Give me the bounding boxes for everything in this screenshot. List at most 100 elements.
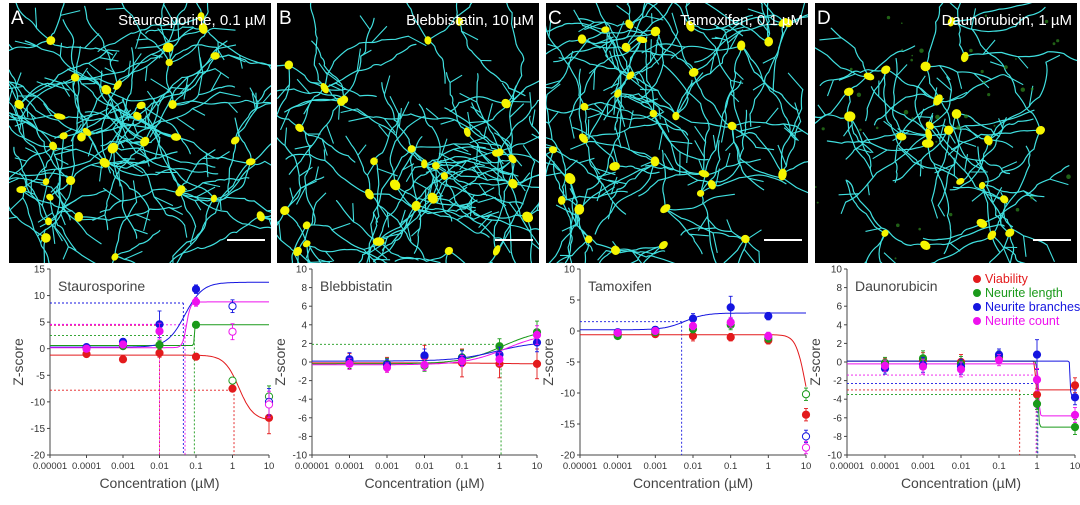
y-tick-label: 2	[301, 339, 307, 350]
x-tick-label: 0.0001	[603, 461, 632, 472]
debris-particle	[981, 70, 984, 73]
x-tick-label: 0.0001	[72, 461, 101, 472]
neurite-branch	[717, 265, 734, 269]
data-point-count	[229, 328, 236, 335]
debris-particle	[1015, 58, 1017, 60]
debris-particle	[969, 49, 973, 53]
panel-letter: A	[11, 8, 24, 29]
legend-label: Neurite count	[985, 314, 1060, 328]
y-tick-label: -20	[31, 451, 46, 462]
debris-particle	[1031, 88, 1034, 91]
debris-particle	[994, 125, 996, 127]
chart-title: Tamoxifen	[588, 278, 652, 294]
neurite-branch	[145, 116, 146, 129]
data-point-count	[192, 298, 199, 305]
panel-title: Daunorubicin, 1 µM	[942, 12, 1072, 29]
debris-particle	[987, 93, 990, 96]
data-point-count	[727, 319, 734, 326]
neurite-branch	[652, 13, 653, 23]
data-point-branches	[727, 304, 734, 311]
x-tick-label: 10	[532, 461, 543, 472]
data-point-viability	[192, 353, 199, 360]
data-point-count	[1071, 411, 1078, 418]
data-point-length	[1071, 424, 1078, 431]
x-tick-label: 0.001	[375, 461, 399, 472]
debris-particle	[1021, 88, 1025, 92]
debris-particle	[1053, 42, 1056, 45]
data-point-viability	[229, 385, 236, 392]
chart-title: Staurosporine	[58, 278, 145, 294]
data-point-length	[1033, 400, 1040, 407]
debris-particle	[1004, 65, 1008, 69]
data-point-branches	[689, 315, 696, 322]
data-point-viability	[727, 334, 734, 341]
debris-particle	[919, 49, 923, 53]
data-point-viability	[689, 332, 696, 339]
data-point-branches	[229, 303, 236, 310]
neurite-branch	[266, 285, 281, 289]
y-tick-label: 6	[836, 302, 842, 313]
neurite-branch	[931, 263, 934, 278]
neurite-branch	[409, 337, 420, 343]
debris-particle	[859, 129, 862, 132]
neurite-branch	[487, 294, 491, 311]
data-point-count	[533, 331, 540, 338]
data-point-length	[229, 377, 236, 384]
y-tick-label: 10	[831, 265, 843, 276]
y-tick-label: -5	[36, 371, 45, 382]
debris-particle	[1056, 39, 1059, 42]
debris-particle	[983, 81, 985, 83]
data-point-count	[119, 341, 126, 348]
neurite-branch	[424, 320, 431, 331]
data-point-count	[614, 329, 621, 336]
data-point-count	[383, 364, 390, 371]
y-tick-label: 10	[564, 265, 576, 276]
neurite	[420, 251, 449, 337]
data-point-branches	[1071, 394, 1078, 401]
x-tick-label: 0.1	[724, 461, 737, 472]
data-point-branches	[192, 286, 199, 293]
debris-particle	[901, 49, 903, 51]
x-tick-label: 1	[230, 461, 235, 472]
y-tick-label: 15	[34, 265, 46, 276]
data-point-count	[265, 401, 272, 408]
data-point-count	[995, 357, 1002, 364]
y-tick-label: -10	[561, 389, 576, 400]
debris-particle	[822, 127, 825, 130]
data-point-count	[346, 360, 353, 367]
neurite-branch	[0, 99, 5, 112]
x-tick-label: 10	[801, 461, 812, 472]
debris-particle	[918, 228, 921, 231]
x-tick-label: 0.001	[911, 461, 935, 472]
data-point-count	[156, 328, 163, 335]
neurite-branch	[62, 312, 68, 330]
x-tick-label: 0.01	[952, 461, 971, 472]
data-point-length	[192, 321, 199, 328]
x-tick-label: 0.0001	[335, 461, 364, 472]
y-tick-label: 8	[301, 283, 307, 294]
neurite-branch	[546, 264, 557, 275]
legend-marker	[973, 317, 981, 325]
y-tick-label: -8	[833, 432, 842, 443]
data-point-viability	[1033, 391, 1040, 398]
debris-particle	[817, 202, 819, 204]
y-tick-label: 4	[836, 320, 842, 331]
x-tick-label: 0.00001	[33, 461, 67, 472]
debris-particle	[895, 257, 897, 259]
data-point-branches	[1033, 351, 1040, 358]
data-point-count	[919, 363, 926, 370]
debris-particle	[857, 93, 861, 97]
data-point-count	[1033, 376, 1040, 383]
y-axis-label: Z-score	[540, 338, 556, 386]
y-tick-label: -6	[298, 413, 307, 424]
neurite-branch	[692, 279, 713, 282]
y-axis-label: Z-score	[272, 338, 288, 386]
x-tick-label: 0.1	[189, 461, 202, 472]
debris-particle	[910, 59, 913, 62]
y-tick-label: -10	[828, 451, 843, 462]
y-axis-label: Z-score	[10, 338, 26, 386]
panel-title: Blebbistatin, 10 µM	[406, 12, 534, 29]
